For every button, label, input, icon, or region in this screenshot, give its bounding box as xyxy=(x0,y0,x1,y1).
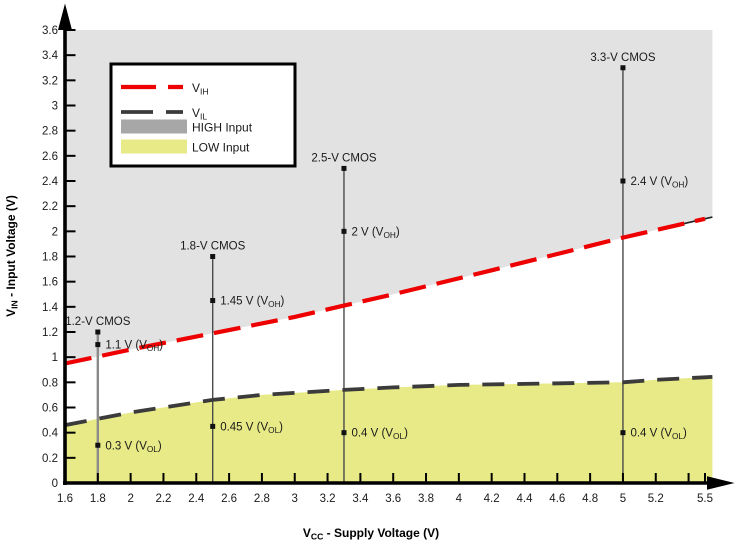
cmos-title-label: 3.3-V CMOS xyxy=(590,52,656,64)
x-tick-label: 2.8 xyxy=(254,493,270,505)
x-axis-arrow-icon xyxy=(707,476,735,490)
x-tick-label: 3.4 xyxy=(352,493,369,505)
x-tick-label: 5.2 xyxy=(648,493,664,505)
y-tick-label: 0 xyxy=(52,478,58,490)
x-tick-label: 3.6 xyxy=(385,493,401,505)
y-axis-arrow-icon xyxy=(58,3,72,30)
legend-label-high-input: HIGH Input xyxy=(192,121,253,135)
y-tick-label: 1 xyxy=(52,352,58,364)
data-point-marker xyxy=(95,342,101,348)
data-point-marker xyxy=(341,430,347,436)
x-tick-label: 3.8 xyxy=(418,493,434,505)
x-tick-label: 1.6 xyxy=(57,493,73,505)
y-tick-label: 3.4 xyxy=(42,50,59,62)
legend-label-vih: VIH xyxy=(192,81,209,97)
x-tick-label: 3.2 xyxy=(320,493,336,505)
voltage-point-label: 0.4 V (VOL) xyxy=(351,428,408,442)
data-point-marker xyxy=(210,423,216,429)
voltage-point-label: 0.3 V (VOL) xyxy=(105,440,162,454)
cmos-title-label: 1.2-V CMOS xyxy=(65,316,131,328)
y-tick-label: 2.2 xyxy=(42,201,58,213)
data-point-marker xyxy=(620,65,626,71)
x-tick-label: 4 xyxy=(456,493,463,505)
x-tick-label: 2 xyxy=(127,493,133,505)
y-tick-label: 2.8 xyxy=(42,126,58,138)
y-tick-label: 1.2 xyxy=(42,327,58,339)
y-tick-label: 3 xyxy=(52,101,58,113)
x-tick-label: 4.2 xyxy=(484,493,500,505)
data-point-marker xyxy=(341,165,347,171)
voltage-point-label: 1.1 V (VOH) xyxy=(105,340,163,354)
voltage-point-label: 2.4 V (VOH) xyxy=(630,176,688,190)
data-point-marker xyxy=(620,430,626,436)
x-tick-label: 4.8 xyxy=(582,493,598,505)
x-tick-label: 2.6 xyxy=(221,493,237,505)
vil-line xyxy=(64,375,713,427)
legend-low-swatch xyxy=(121,139,187,154)
voltage-point-label: 0.45 V (VOL) xyxy=(220,421,283,435)
cmos-title-label: 2.5-V CMOS xyxy=(311,152,377,164)
data-point-marker xyxy=(95,329,101,335)
x-axis-title: VCC - Supply Voltage (V) xyxy=(303,526,439,542)
x-tick-label: 4.4 xyxy=(516,493,533,505)
x-tick-label: 5.5 xyxy=(697,493,713,505)
data-point-marker xyxy=(210,298,216,304)
data-point-marker xyxy=(210,254,216,259)
y-tick-label: 0.2 xyxy=(42,453,58,465)
low-input-region xyxy=(65,376,713,483)
x-tick-label: 3 xyxy=(292,493,298,505)
data-point-marker xyxy=(341,228,347,234)
y-tick-label: 1.6 xyxy=(42,277,58,289)
x-tick-label: 5 xyxy=(620,493,626,505)
cmos-title-label: 1.8-V CMOS xyxy=(180,241,246,253)
legend-label-vil: VIL xyxy=(192,106,207,122)
y-tick-label: 3.6 xyxy=(42,25,58,37)
vih-line xyxy=(64,216,706,366)
y-tick-label: 0.6 xyxy=(42,403,58,415)
y-tick-label: 0.4 xyxy=(42,428,59,440)
legend-high-swatch xyxy=(121,119,187,134)
y-tick-label: 1.4 xyxy=(42,302,59,314)
data-point-marker xyxy=(95,442,101,448)
y-tick-label: 1.8 xyxy=(42,252,58,264)
voltage-point-label: 1.45 V (VOH) xyxy=(220,296,284,310)
data-point-marker xyxy=(620,178,626,184)
x-tick-label: 2.2 xyxy=(155,493,171,505)
x-tick-label: 1.8 xyxy=(90,493,106,505)
voltage-point-label: 2 V (VOH) xyxy=(351,226,399,240)
legend-label-low-input: LOW Input xyxy=(192,141,250,155)
y-tick-label: 2 xyxy=(52,226,58,238)
x-tick-label: 4.6 xyxy=(549,493,565,505)
y-tick-label: 3.2 xyxy=(42,75,58,87)
y-tick-label: 2.6 xyxy=(42,151,58,163)
x-tick-label: 2.4 xyxy=(188,493,205,505)
y-tick-label: 0.8 xyxy=(42,377,58,389)
voltage-point-label: 0.4 V (VOL) xyxy=(630,428,687,442)
y-tick-label: 2.4 xyxy=(42,176,59,188)
y-axis-title: VIN - Input Voltage (V) xyxy=(4,195,20,317)
